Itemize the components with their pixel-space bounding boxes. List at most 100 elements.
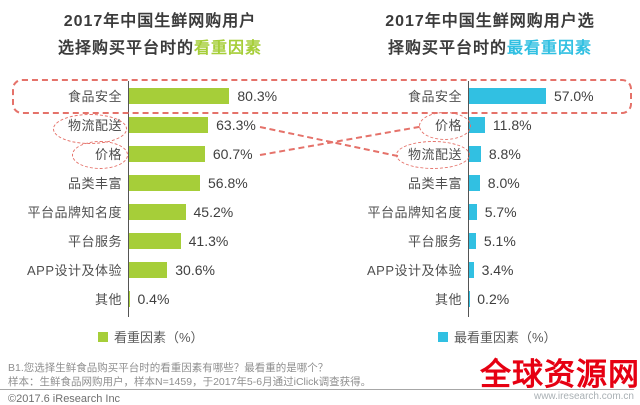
right-title-line1: 2017年中国生鲜网购用户选 bbox=[385, 13, 595, 30]
bar-and-value: 0.2% bbox=[469, 290, 510, 307]
category-label: 平台服务 bbox=[407, 234, 462, 249]
legend-right: 最看重因素（%） bbox=[438, 327, 557, 346]
bar bbox=[129, 290, 130, 307]
value-label: 0.4% bbox=[137, 290, 170, 307]
bar-and-value: 41.3% bbox=[129, 232, 229, 249]
category-label: APP设计及体验 bbox=[366, 263, 462, 278]
value-label: 5.1% bbox=[483, 232, 516, 249]
bar-row: 其他 0.4% bbox=[0, 284, 320, 313]
right-title-line2-prefix: 择购买平台时的 bbox=[387, 40, 507, 57]
bar bbox=[469, 203, 477, 220]
category-label: 物流配送 bbox=[407, 147, 462, 162]
bar-and-value: 57.0% bbox=[469, 87, 594, 104]
value-label: 41.3% bbox=[188, 232, 229, 249]
bar-row: 品类丰富 8.0% bbox=[320, 168, 640, 197]
left-title-line1: 2017年中国生鲜网购用户 bbox=[63, 13, 257, 30]
left-chart-axis bbox=[128, 81, 129, 317]
bar bbox=[129, 203, 186, 220]
right-chart-title: 2017年中国生鲜网购用户选 择购买平台时的最看重因素 bbox=[325, 8, 640, 62]
bar-and-value: 11.8% bbox=[469, 116, 532, 133]
bar-row: APP设计及体验 30.6% bbox=[0, 255, 320, 284]
left-chart-title: 2017年中国生鲜网购用户 选择购买平台时的看重因素 bbox=[0, 8, 320, 62]
right-title-line2: 择购买平台时的最看重因素 bbox=[325, 35, 640, 62]
category-label: APP设计及体验 bbox=[26, 263, 122, 278]
bar-row: APP设计及体验 3.4% bbox=[320, 255, 640, 284]
bar-row: 平台品牌知名度 5.7% bbox=[320, 197, 640, 226]
value-label: 60.7% bbox=[212, 145, 253, 162]
left-title-line2: 选择购买平台时的看重因素 bbox=[0, 35, 320, 62]
bar-and-value: 5.7% bbox=[469, 203, 517, 220]
bar-and-value: 8.0% bbox=[469, 174, 520, 191]
bar-row: 价格 11.8% bbox=[320, 110, 640, 139]
bar bbox=[129, 145, 205, 162]
value-label: 57.0% bbox=[553, 87, 594, 104]
value-label: 8.0% bbox=[487, 174, 520, 191]
category-label: 价格 bbox=[434, 118, 462, 133]
watermark-text: 全球资源网 bbox=[480, 357, 640, 392]
bar-row: 物流配送 63.3% bbox=[0, 110, 320, 139]
category-label: 平台品牌知名度 bbox=[27, 205, 122, 220]
bar-and-value: 30.6% bbox=[129, 261, 215, 278]
value-label: 5.7% bbox=[484, 203, 517, 220]
bar-row: 食品安全 57.0% bbox=[320, 81, 640, 110]
category-label: 其他 bbox=[434, 292, 462, 307]
bar-row: 平台服务 41.3% bbox=[0, 226, 320, 255]
category-label: 物流配送 bbox=[67, 118, 122, 133]
bar-and-value: 8.8% bbox=[469, 145, 521, 162]
sample-note: 样本：生鲜食品网购用户，样本N=1459，于2017年5-6月通过iClick调… bbox=[8, 376, 372, 388]
category-label: 价格 bbox=[94, 147, 122, 162]
bar-row: 其他 0.2% bbox=[320, 284, 640, 313]
right-chart-axis bbox=[468, 81, 469, 317]
category-label: 食品安全 bbox=[407, 89, 462, 104]
bar bbox=[129, 261, 168, 278]
bar-and-value: 3.4% bbox=[469, 261, 514, 278]
left-title-line2-prefix: 选择购买平台时的 bbox=[57, 40, 194, 57]
category-label: 品类丰富 bbox=[67, 176, 122, 191]
bar bbox=[469, 261, 474, 278]
value-label: 11.8% bbox=[492, 116, 532, 133]
bar-and-value: 56.8% bbox=[129, 174, 248, 191]
bar bbox=[129, 174, 200, 191]
bar-row: 平台品牌知名度 45.2% bbox=[0, 197, 320, 226]
right-bar-chart: 食品安全 57.0% 价格 11.8% 物流配送 8.8% 品类丰富 8.0% 平台品牌知名度 5… bbox=[320, 81, 640, 313]
bar bbox=[129, 87, 230, 104]
category-label: 平台服务 bbox=[67, 234, 122, 249]
bar bbox=[469, 87, 546, 104]
bar-and-value: 80.3% bbox=[129, 87, 278, 104]
bar-and-value: 60.7% bbox=[129, 145, 253, 162]
value-label: 63.3% bbox=[216, 116, 256, 133]
survey-question-note: B1.您选择生鲜食品购买平台时的看重因素有哪些？最看重的是哪个？ bbox=[8, 362, 329, 374]
legend-swatch-blue bbox=[438, 331, 448, 342]
legend-swatch-green bbox=[98, 331, 108, 342]
value-label: 45.2% bbox=[193, 203, 234, 220]
legend-label-right: 最看重因素（%） bbox=[454, 330, 557, 345]
bar-and-value: 45.2% bbox=[129, 203, 234, 220]
bar-row: 价格 60.7% bbox=[0, 139, 320, 168]
bar-and-value: 0.4% bbox=[129, 290, 170, 307]
bar bbox=[129, 232, 181, 249]
bar-row: 品类丰富 56.8% bbox=[0, 168, 320, 197]
watermark-url: www.iresearch.com.cn bbox=[533, 391, 634, 402]
right-title-highlight: 最看重因素 bbox=[507, 40, 593, 57]
bar bbox=[469, 232, 476, 249]
footer-divider bbox=[0, 389, 634, 390]
value-label: 56.8% bbox=[208, 174, 248, 191]
bar-row: 平台服务 5.1% bbox=[320, 226, 640, 255]
copyright-note: ©2017.6 iResearch Inc bbox=[8, 393, 121, 405]
category-label: 其他 bbox=[94, 292, 122, 307]
category-label: 食品安全 bbox=[67, 89, 122, 104]
legend-label-left: 看重因素（%） bbox=[114, 330, 204, 345]
bar-row: 物流配送 8.8% bbox=[320, 139, 640, 168]
bar bbox=[469, 116, 485, 133]
bar bbox=[129, 116, 209, 133]
bar bbox=[469, 145, 481, 162]
left-bar-chart: 食品安全 80.3% 物流配送 63.3% 价格 60.7% 品类丰富 56.8% 平台品牌知名… bbox=[0, 81, 320, 313]
value-label: 80.3% bbox=[237, 87, 278, 104]
value-label: 30.6% bbox=[175, 261, 215, 278]
value-label: 3.4% bbox=[481, 261, 514, 278]
category-label: 平台品牌知名度 bbox=[367, 205, 462, 220]
value-label: 0.2% bbox=[477, 290, 510, 307]
legend-left: 看重因素（%） bbox=[98, 327, 204, 346]
value-label: 8.8% bbox=[488, 145, 521, 162]
